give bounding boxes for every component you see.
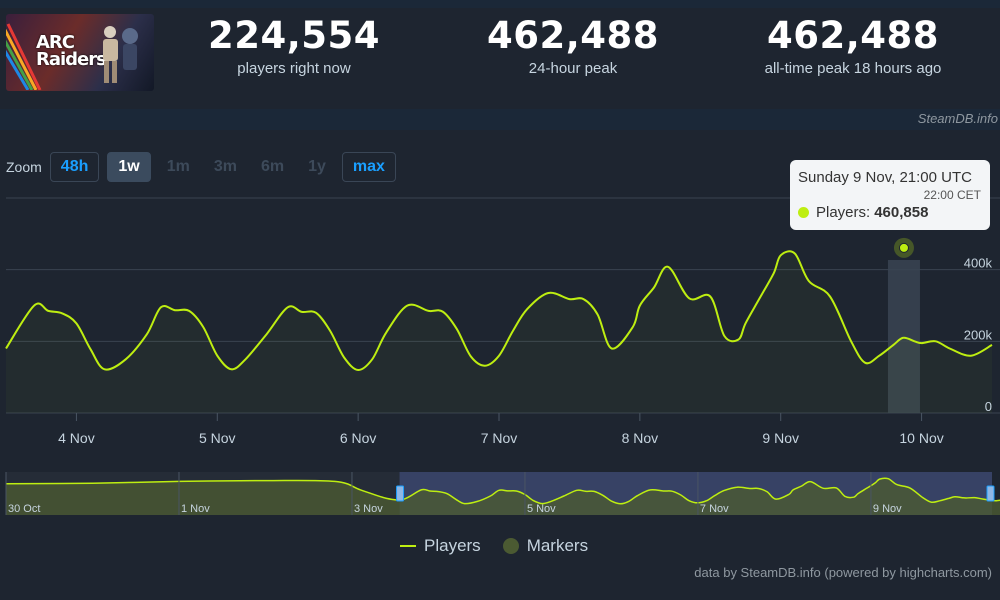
y-tick-label: 200k (964, 327, 993, 342)
navigator-area (6, 478, 1000, 515)
x-tick-label: 6 Nov (340, 430, 377, 446)
tooltip-series-label: Players: (816, 204, 871, 221)
logo-stripes-icon (6, 23, 42, 90)
stat-24h-value: 462,488 (486, 14, 660, 57)
stat-alltime-value: 462,488 (766, 14, 940, 57)
zoom-label: Zoom (6, 159, 42, 175)
x-tick-label: 4 Nov (58, 430, 95, 446)
line-swatch-icon (400, 545, 416, 547)
legend-markers-label: Markers (526, 536, 589, 555)
logo-text: ARC Raiders (36, 32, 107, 70)
zoom-6m-button[interactable]: 6m (260, 158, 285, 175)
tooltip-value-row: Players: 460,858 (798, 204, 928, 221)
separator-band (0, 109, 1000, 130)
tooltip-local-time: 22:00 CET (923, 188, 981, 202)
legend-players-label: Players (424, 536, 481, 555)
navigator-handle-left[interactable] (396, 485, 405, 502)
top-bar (0, 0, 1000, 8)
stat-current-players: 224,554 players right now (174, 14, 414, 77)
hover-crosshair-band (887, 260, 920, 413)
series-dot-icon (798, 207, 809, 218)
highcharts-credit[interactable]: data by SteamDB.info (powered by highcha… (694, 565, 992, 580)
logo-text-line-1: ARC (36, 32, 75, 53)
stat-current-value: 224,554 (207, 14, 381, 57)
x-tick-label: 7 Nov (481, 430, 518, 446)
navigator-line (5, 477, 1000, 505)
x-tick-label: 10 Nov (899, 430, 943, 446)
navigator-label: 30 Oct (8, 503, 40, 515)
zoom-max-button[interactable]: max (341, 152, 396, 182)
y-axis-ticks: 0 200k 400k (964, 256, 993, 414)
navigator-label: 1 Nov (181, 503, 210, 515)
x-tick-label: 5 Nov (199, 430, 236, 446)
stat-24h-label: 24-hour peak (528, 60, 618, 77)
x-tick-label: 8 Nov (622, 430, 659, 446)
steamdb-credit-top[interactable]: SteamDB.info (917, 111, 998, 126)
stats-header (0, 8, 1000, 109)
players-series-line[interactable] (5, 250, 993, 371)
navigator-label: 9 Nov (873, 503, 902, 515)
zoom-3m-button[interactable]: 3m (213, 158, 237, 175)
navigator-label: 5 Nov (527, 503, 556, 515)
chart-legend: Players Markers (400, 536, 610, 556)
legend-item-players[interactable]: Players (400, 536, 481, 556)
navigator[interactable]: 30 Oct 1 Nov 3 Nov 5 Nov 7 Nov 9 Nov (5, 472, 1000, 515)
stat-current-label: players right now (237, 60, 351, 77)
stat-24h-peak: 462,488 24-hour peak (453, 14, 693, 77)
tooltip-value: 460,858 (874, 204, 929, 221)
zoom-48h-button[interactable]: 48h (49, 152, 100, 182)
navigator-label: 3 Nov (354, 503, 383, 515)
navigator-label: 7 Nov (700, 503, 729, 515)
y-tick-label: 400k (964, 256, 993, 271)
x-tick-label: 9 Nov (762, 430, 799, 446)
character-figure-icon (103, 26, 138, 83)
tooltip: Sunday 9 Nov, 21:00 UTC 22:00 CET Player… (790, 160, 990, 230)
zoom-1m-button[interactable]: 1m (166, 158, 190, 175)
tooltip-date: Sunday 9 Nov, 21:00 UTC (798, 169, 972, 186)
stat-alltime-label: all-time peak 18 hours ago (764, 60, 942, 77)
logo-text-line-2: Raiders (36, 49, 107, 70)
stat-alltime-peak: 462,488 all-time peak 18 hours ago (733, 14, 973, 77)
zoom-1w-button[interactable]: 1w (107, 152, 151, 182)
y-tick-label: 0 (985, 399, 992, 414)
game-logo[interactable]: ARC Raiders (6, 14, 154, 91)
zoom-controls: Zoom 48h 1w 1m 3m 6m 1y max (6, 151, 404, 183)
zoom-1y-button[interactable]: 1y (308, 158, 326, 175)
navigator-handle-right[interactable] (986, 485, 995, 502)
legend-item-markers[interactable]: Markers (502, 536, 589, 556)
x-axis-ticks: 4 Nov 5 Nov 6 Nov 7 Nov 8 Nov 9 Nov 10 Nov (58, 413, 944, 446)
hover-point[interactable] (898, 242, 909, 253)
players-area-fill (6, 251, 992, 413)
marker-swatch-icon (502, 538, 519, 554)
